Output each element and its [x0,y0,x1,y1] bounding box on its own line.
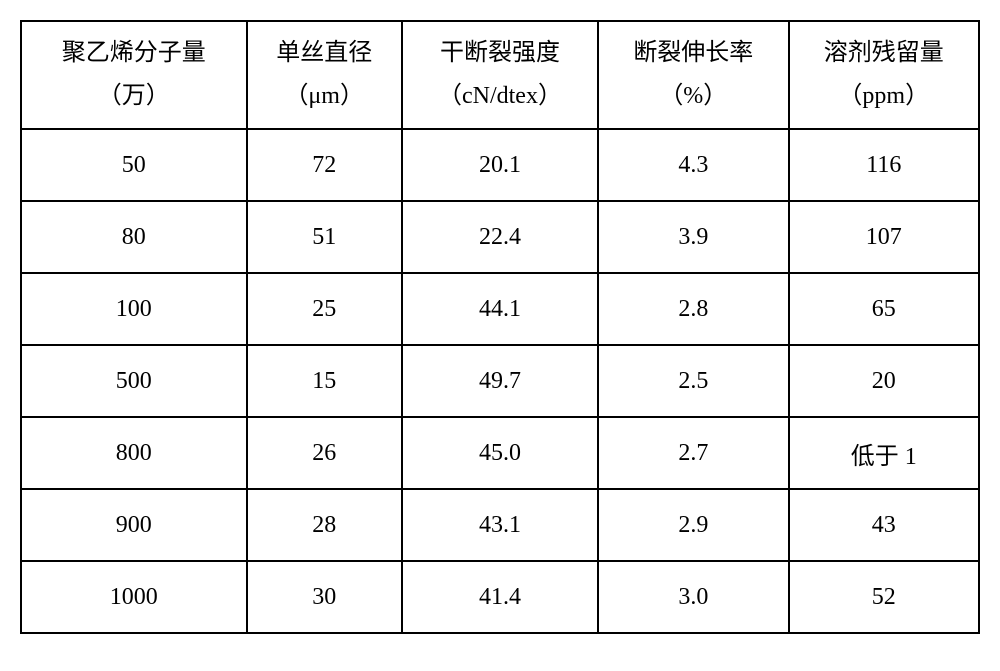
table-cell: 50 [21,129,247,201]
table-cell: 1000 [21,561,247,633]
table-cell: 900 [21,489,247,561]
column-header: 聚乙烯分子量 （万） [21,21,247,129]
column-label: 聚乙烯分子量 [26,32,242,75]
table-cell: 22.4 [402,201,598,273]
table-cell: 2.5 [598,345,788,417]
table-cell: 107 [789,201,979,273]
table-cell: 低于 1 [789,417,979,489]
table-cell: 72 [247,129,402,201]
table-cell: 500 [21,345,247,417]
table-header-row: 聚乙烯分子量 （万） 单丝直径 （μm） 干断裂强度 （cN/dtex） 断裂伸… [21,21,979,129]
column-header: 干断裂强度 （cN/dtex） [402,21,598,129]
table-row: 100 25 44.1 2.8 65 [21,273,979,345]
table-cell: 20 [789,345,979,417]
table-cell: 800 [21,417,247,489]
table-cell: 4.3 [598,129,788,201]
column-unit: （万） [26,75,242,118]
table-cell: 80 [21,201,247,273]
column-label: 单丝直径 [252,32,397,75]
table-row: 1000 30 41.4 3.0 52 [21,561,979,633]
column-unit: （ppm） [794,75,974,118]
table-cell: 20.1 [402,129,598,201]
table-row: 900 28 43.1 2.9 43 [21,489,979,561]
data-table: 聚乙烯分子量 （万） 单丝直径 （μm） 干断裂强度 （cN/dtex） 断裂伸… [20,20,980,634]
column-unit: （cN/dtex） [407,75,593,118]
table-cell: 49.7 [402,345,598,417]
table-cell: 41.4 [402,561,598,633]
table-cell: 2.8 [598,273,788,345]
column-label: 断裂伸长率 [603,32,783,75]
column-unit: （μm） [252,75,397,118]
table-cell: 44.1 [402,273,598,345]
table-cell: 52 [789,561,979,633]
column-unit: （%） [603,75,783,118]
column-header: 单丝直径 （μm） [247,21,402,129]
table-cell: 28 [247,489,402,561]
table-cell: 43 [789,489,979,561]
table-cell: 30 [247,561,402,633]
table-cell: 2.7 [598,417,788,489]
table-cell: 65 [789,273,979,345]
column-label: 干断裂强度 [407,32,593,75]
table-cell: 3.9 [598,201,788,273]
table-cell: 100 [21,273,247,345]
column-label: 溶剂残留量 [794,32,974,75]
table-row: 500 15 49.7 2.5 20 [21,345,979,417]
table-cell: 3.0 [598,561,788,633]
table-body: 50 72 20.1 4.3 116 80 51 22.4 3.9 107 10… [21,129,979,633]
table-row: 50 72 20.1 4.3 116 [21,129,979,201]
column-header: 断裂伸长率 （%） [598,21,788,129]
table-cell: 2.9 [598,489,788,561]
table-cell: 25 [247,273,402,345]
table-row: 800 26 45.0 2.7 低于 1 [21,417,979,489]
table-row: 80 51 22.4 3.9 107 [21,201,979,273]
table-cell: 45.0 [402,417,598,489]
table-cell: 43.1 [402,489,598,561]
table-cell: 15 [247,345,402,417]
table-cell: 26 [247,417,402,489]
column-header: 溶剂残留量 （ppm） [789,21,979,129]
table-cell: 51 [247,201,402,273]
table-cell: 116 [789,129,979,201]
